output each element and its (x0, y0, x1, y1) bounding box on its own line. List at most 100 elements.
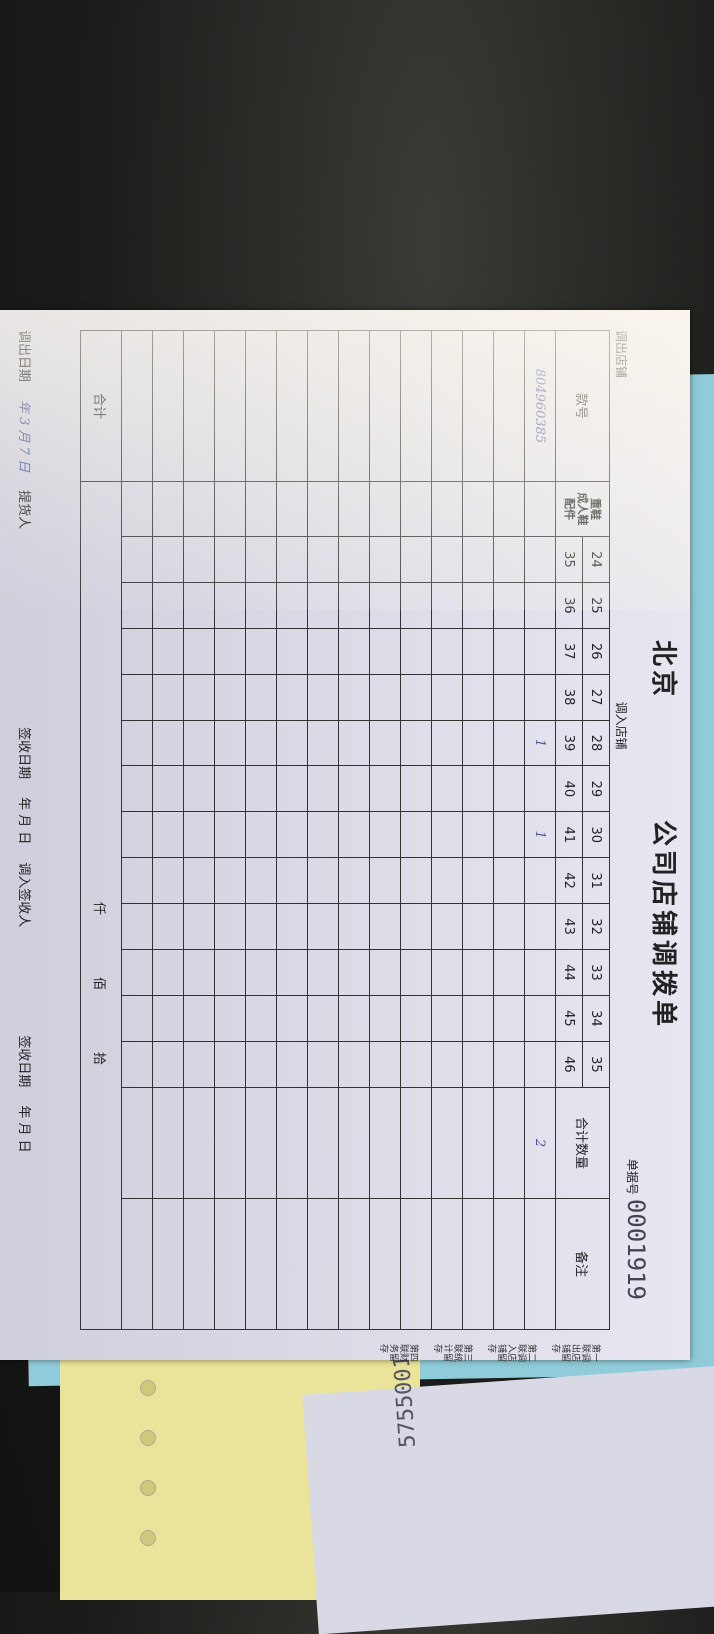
qty-cell[interactable] (400, 949, 432, 996)
qty-cell[interactable] (338, 628, 370, 675)
qty-cell[interactable] (183, 720, 215, 766)
total-cell[interactable] (121, 1087, 153, 1199)
qty-cell[interactable] (493, 582, 525, 629)
qty-cell[interactable] (276, 903, 308, 950)
qty-cell[interactable] (214, 765, 246, 812)
qty-cell[interactable] (524, 536, 556, 583)
category-cell[interactable] (214, 481, 246, 537)
category-cell[interactable] (245, 481, 277, 537)
qty-cell[interactable] (152, 857, 184, 904)
qty-cell[interactable] (183, 674, 215, 721)
sign-date-value[interactable]: 年 月 日 (16, 797, 31, 845)
qty-cell[interactable] (214, 949, 246, 996)
qty-cell[interactable] (524, 903, 556, 950)
style-cell[interactable] (462, 330, 494, 482)
total-cell[interactable] (183, 1087, 215, 1199)
qty-cell[interactable] (307, 903, 339, 950)
qty-cell[interactable] (183, 857, 215, 904)
remark-cell[interactable] (369, 1198, 401, 1330)
qty-cell[interactable]: 1 (524, 811, 556, 858)
qty-cell[interactable] (493, 903, 525, 950)
qty-cell[interactable] (121, 720, 153, 766)
qty-cell[interactable] (369, 995, 401, 1042)
remark-cell[interactable] (121, 1198, 153, 1330)
qty-cell[interactable] (431, 674, 463, 721)
qty-cell[interactable] (214, 857, 246, 904)
qty-cell[interactable] (462, 995, 494, 1042)
qty-cell[interactable] (214, 628, 246, 675)
qty-cell[interactable] (431, 765, 463, 812)
qty-cell[interactable] (338, 765, 370, 812)
qty-cell[interactable] (400, 674, 432, 721)
qty-cell[interactable] (400, 628, 432, 675)
qty-cell[interactable] (152, 720, 184, 766)
remark-cell[interactable] (338, 1198, 370, 1330)
category-cell[interactable] (121, 481, 153, 537)
qty-cell[interactable] (462, 765, 494, 812)
qty-cell[interactable] (245, 674, 277, 721)
qty-cell[interactable] (524, 1041, 556, 1088)
qty-cell[interactable] (245, 949, 277, 996)
qty-cell[interactable] (152, 674, 184, 721)
qty-cell[interactable] (214, 995, 246, 1042)
style-cell[interactable] (493, 330, 525, 482)
qty-cell[interactable] (338, 995, 370, 1042)
qty-cell[interactable] (431, 811, 463, 858)
total-cell[interactable] (307, 1087, 339, 1199)
qty-cell[interactable] (400, 1041, 432, 1088)
qty-cell[interactable] (462, 628, 494, 675)
remark-cell[interactable] (152, 1198, 184, 1330)
qty-cell[interactable] (214, 582, 246, 629)
qty-cell[interactable] (524, 949, 556, 996)
style-cell[interactable] (121, 330, 153, 482)
qty-cell[interactable] (431, 857, 463, 904)
qty-cell[interactable] (462, 582, 494, 629)
qty-cell[interactable] (431, 903, 463, 950)
qty-cell[interactable] (493, 720, 525, 766)
qty-cell[interactable] (152, 903, 184, 950)
qty-cell[interactable] (400, 903, 432, 950)
qty-cell[interactable] (121, 811, 153, 858)
qty-cell[interactable] (214, 674, 246, 721)
qty-cell[interactable] (152, 1041, 184, 1088)
qty-cell[interactable] (431, 949, 463, 996)
qty-cell[interactable] (183, 582, 215, 629)
qty-cell[interactable] (214, 1041, 246, 1088)
qty-cell[interactable] (307, 720, 339, 766)
total-cell[interactable] (462, 1087, 494, 1199)
qty-cell[interactable] (276, 811, 308, 858)
qty-cell[interactable] (493, 857, 525, 904)
qty-cell[interactable] (152, 995, 184, 1042)
qty-cell[interactable] (183, 765, 215, 812)
qty-cell[interactable] (338, 949, 370, 996)
category-cell[interactable] (338, 481, 370, 537)
qty-cell[interactable] (338, 720, 370, 766)
qty-cell[interactable] (431, 995, 463, 1042)
total-cell[interactable]: 2 (524, 1087, 556, 1199)
style-cell[interactable] (276, 330, 308, 482)
qty-cell[interactable] (462, 674, 494, 721)
qty-cell[interactable] (338, 536, 370, 583)
remark-cell[interactable] (307, 1198, 339, 1330)
qty-cell[interactable] (493, 628, 525, 675)
style-cell[interactable] (245, 330, 277, 482)
qty-cell[interactable] (121, 949, 153, 996)
qty-cell[interactable] (245, 857, 277, 904)
qty-cell[interactable] (431, 628, 463, 675)
remark-cell[interactable] (214, 1198, 246, 1330)
category-cell[interactable] (431, 481, 463, 537)
qty-cell[interactable] (493, 674, 525, 721)
qty-cell[interactable] (121, 582, 153, 629)
qty-cell[interactable] (183, 811, 215, 858)
qty-cell[interactable] (152, 582, 184, 629)
qty-cell[interactable] (152, 628, 184, 675)
qty-cell[interactable] (493, 536, 525, 583)
qty-cell[interactable] (214, 903, 246, 950)
style-cell[interactable] (400, 330, 432, 482)
category-cell[interactable] (307, 481, 339, 537)
category-cell[interactable] (462, 481, 494, 537)
qty-cell[interactable] (524, 674, 556, 721)
remark-cell[interactable] (431, 1198, 463, 1330)
qty-cell[interactable] (121, 903, 153, 950)
qty-cell[interactable] (183, 628, 215, 675)
